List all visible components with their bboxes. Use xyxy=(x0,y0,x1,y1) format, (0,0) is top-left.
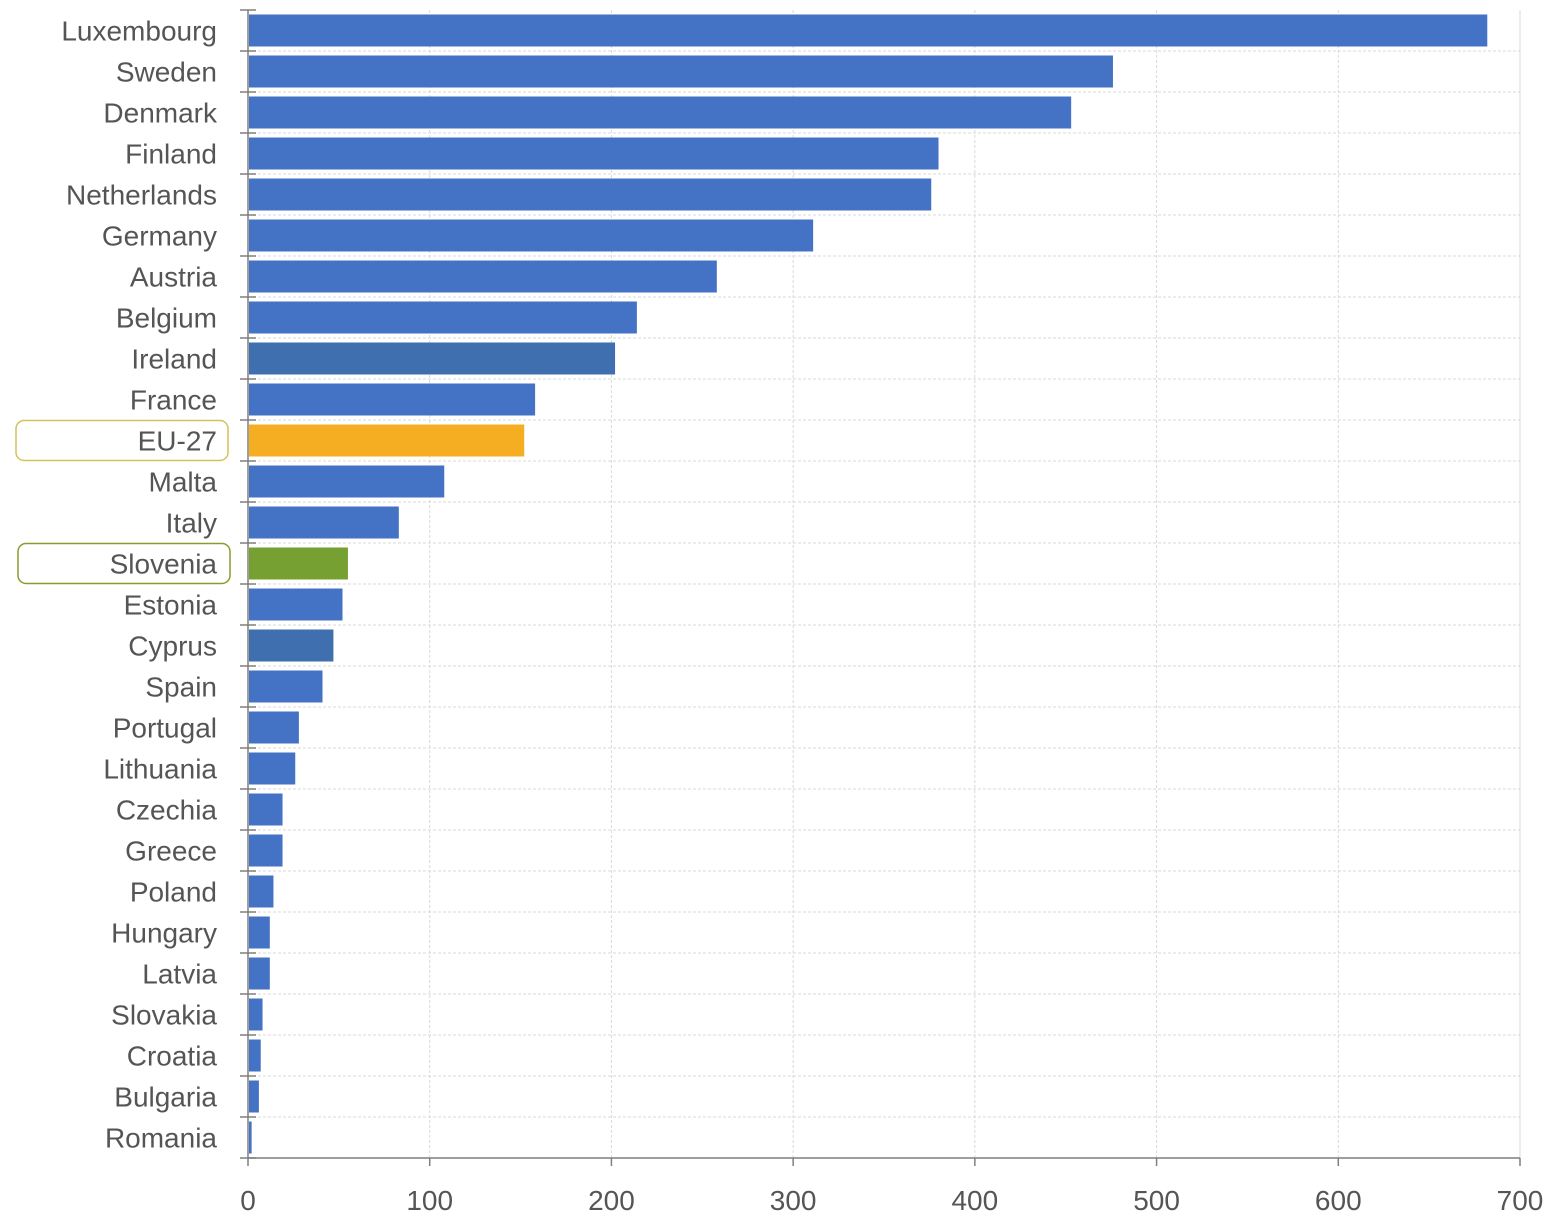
category-label: Italy xyxy=(166,508,217,539)
bar-cyprus xyxy=(249,629,334,662)
bar-latvia xyxy=(249,957,270,990)
x-tick-label: 100 xyxy=(406,1185,453,1216)
x-tick-label: 700 xyxy=(1497,1185,1544,1216)
category-label: Romania xyxy=(105,1123,217,1154)
bar-netherlands xyxy=(249,178,932,211)
category-label: Croatia xyxy=(127,1041,218,1072)
bar-belgium xyxy=(249,301,637,334)
category-label: France xyxy=(130,385,217,416)
bar-hungary xyxy=(249,916,270,949)
bars xyxy=(249,14,1488,1154)
bar-malta xyxy=(249,465,445,498)
bar-lithuania xyxy=(249,752,296,785)
x-tick-label: 600 xyxy=(1315,1185,1362,1216)
x-tick-label: 400 xyxy=(951,1185,998,1216)
category-label: Hungary xyxy=(111,918,217,949)
category-label: Greece xyxy=(125,836,217,867)
x-tick-label: 0 xyxy=(240,1185,256,1216)
bar-spain xyxy=(249,670,323,703)
x-tick-label: 200 xyxy=(588,1185,635,1216)
bar-estonia xyxy=(249,588,343,621)
category-label: Estonia xyxy=(124,590,218,621)
category-label: Germany xyxy=(102,221,217,252)
category-label: Spain xyxy=(145,672,217,703)
category-label: Slovakia xyxy=(111,1000,217,1031)
category-label: EU-27 xyxy=(138,426,217,457)
bar-poland xyxy=(249,875,274,908)
category-label: Poland xyxy=(130,877,217,908)
bar-germany xyxy=(249,219,814,252)
highlight-box-eu-27 xyxy=(15,419,229,462)
category-label: Finland xyxy=(125,139,217,170)
bar-slovakia xyxy=(249,998,263,1031)
bar-czechia xyxy=(249,793,283,826)
category-label: Malta xyxy=(149,467,218,498)
category-label: Sweden xyxy=(116,57,217,88)
bar-greece xyxy=(249,834,283,867)
category-label: Portugal xyxy=(113,713,217,744)
category-label: Netherlands xyxy=(66,180,217,211)
bar-portugal xyxy=(249,711,299,744)
category-label: Belgium xyxy=(116,303,217,334)
category-label: Cyprus xyxy=(128,631,217,662)
bar-italy xyxy=(249,506,399,539)
x-tick-label: 300 xyxy=(770,1185,817,1216)
gridlines xyxy=(248,10,1521,1158)
category-label: Latvia xyxy=(142,959,217,990)
x-tick-label: 500 xyxy=(1133,1185,1180,1216)
category-label: Czechia xyxy=(116,795,218,826)
bar-austria xyxy=(249,260,717,293)
bar-romania xyxy=(249,1121,252,1154)
bar-finland xyxy=(249,137,939,170)
category-label: Slovenia xyxy=(110,549,218,580)
bar-denmark xyxy=(249,96,1072,129)
category-label: Austria xyxy=(130,262,218,293)
category-label: Denmark xyxy=(103,98,218,129)
bar-bulgaria xyxy=(249,1080,259,1113)
bar-croatia xyxy=(249,1039,261,1072)
bar-luxembourg xyxy=(249,14,1488,47)
highlight-box-slovenia xyxy=(17,542,231,585)
category-label: Bulgaria xyxy=(114,1082,217,1113)
bar-eu-27 xyxy=(249,424,525,457)
category-labels: Luxembourg Sweden Denmark Finland Netherland… xyxy=(15,16,231,1154)
category-label: Luxembourg xyxy=(61,16,217,47)
x-tick-labels: 0 100 200 300 400 500 600 700 xyxy=(240,1185,1543,1216)
bar-ireland xyxy=(249,342,616,375)
category-label: Lithuania xyxy=(103,754,217,785)
bar-slovenia xyxy=(249,547,348,580)
bar-france xyxy=(249,383,536,416)
bar-sweden xyxy=(249,55,1113,88)
axes xyxy=(240,9,1521,1166)
category-label: Ireland xyxy=(131,344,217,375)
